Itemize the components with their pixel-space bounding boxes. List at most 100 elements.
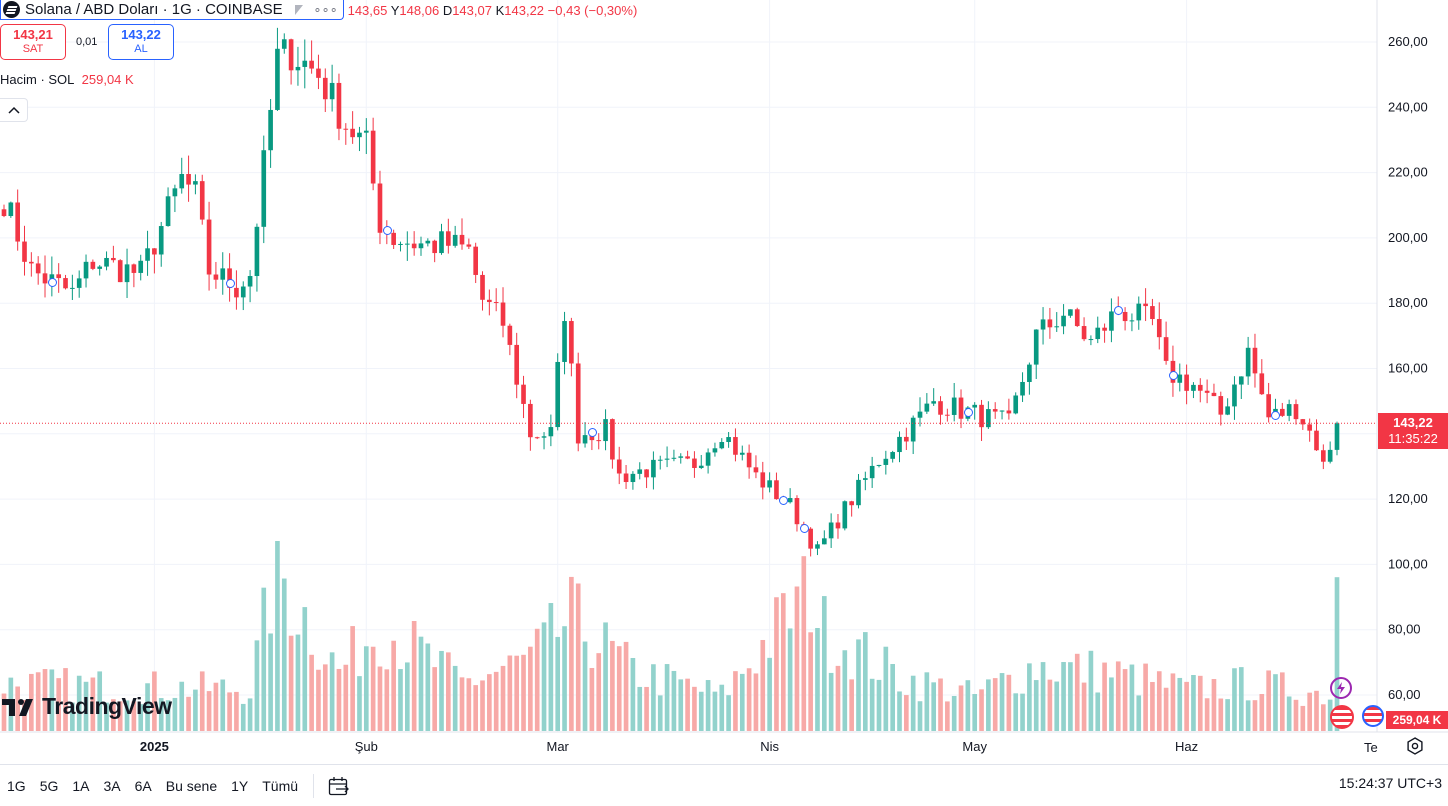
candle-body [726, 437, 731, 443]
more-options-button[interactable]: ∘∘∘ [313, 1, 338, 17]
candle-body [835, 522, 841, 529]
symbol-selector[interactable]: Solana / ABD Doları · 1G · COINBASE ∘∘∘ [0, 0, 344, 20]
candle-body [951, 397, 957, 415]
dividend-event-icon[interactable] [1114, 305, 1124, 315]
volume-bar [562, 626, 567, 731]
volume-bar [1211, 679, 1217, 731]
candle-body [678, 456, 684, 458]
volume-bar [945, 701, 950, 731]
price-axis[interactable]: 60,0080,00100,00120,00140,00160,00180,00… [1388, 34, 1428, 702]
range-1a[interactable]: 1A [72, 777, 90, 794]
tradingview-logo[interactable]: TradingView [2, 693, 172, 720]
candle-body [507, 325, 513, 345]
dividend-event-icon[interactable] [799, 524, 809, 534]
range-1g[interactable]: 1G [7, 777, 26, 794]
volume-bar [1334, 577, 1340, 731]
range-5g[interactable]: 5G [39, 777, 59, 794]
candle-body [1252, 347, 1258, 374]
candle-body [487, 299, 492, 303]
us-flag-event-icon-2[interactable] [1362, 705, 1384, 727]
settings-gear-icon[interactable] [1405, 736, 1425, 756]
range-ytd[interactable]: Bu sene [165, 777, 218, 794]
candle-body [459, 234, 465, 245]
us-flag-event-icon[interactable] [1330, 705, 1354, 729]
dividend-event-icon[interactable] [1271, 411, 1281, 421]
volume-legend[interactable]: Hacim · SOL 259,04 K [0, 72, 134, 87]
dividend-event-icon[interactable] [382, 225, 392, 235]
volume-bar [1115, 661, 1121, 731]
volume-bar [1273, 674, 1278, 731]
volume-bar [910, 675, 916, 731]
volume-bar [1307, 692, 1312, 731]
candle-body [1307, 424, 1312, 431]
volume-bar [1006, 674, 1012, 731]
volume-bar [357, 676, 362, 731]
candle-body [1020, 381, 1025, 396]
candle-body [992, 409, 998, 412]
dividend-event-icon[interactable] [1168, 371, 1178, 381]
volume-bar [384, 669, 390, 731]
volume-bar [869, 678, 875, 731]
volume-bar [206, 691, 212, 731]
volume-bar [76, 675, 82, 731]
sell-label: SAT [22, 43, 44, 55]
volume-bar [432, 667, 437, 731]
volume-bar [616, 646, 622, 731]
dividend-event-icon[interactable] [963, 408, 973, 418]
candle-body [234, 287, 239, 298]
volume-bar [856, 639, 861, 731]
volume-bar [1061, 662, 1066, 731]
range-1y[interactable]: 1Y [231, 777, 249, 794]
buy-button[interactable]: 143,22 AL [108, 24, 174, 60]
dividend-event-icon[interactable] [225, 278, 235, 288]
volume-legend-value: 259,04 K [81, 72, 134, 87]
candle-body [931, 401, 937, 404]
price-tick-label: 240,00 [1388, 99, 1428, 114]
volume-bar [316, 669, 321, 731]
candle-body [357, 132, 362, 138]
candle-body [240, 286, 246, 298]
range-3a[interactable]: 3A [103, 777, 121, 794]
sell-button[interactable]: 143,21 SAT [0, 24, 66, 60]
price-tick-label: 100,00 [1388, 556, 1428, 571]
candle-body [904, 436, 909, 442]
candle-body [1327, 449, 1333, 462]
volume-bar [719, 684, 725, 731]
candle-body [432, 240, 437, 254]
volume-bar [418, 636, 424, 731]
candle-body [104, 257, 109, 267]
grid [0, 0, 1377, 732]
candle-body [1232, 384, 1237, 407]
candle-body [165, 196, 171, 227]
volume-bar [644, 686, 649, 731]
sell-price: 143,21 [13, 27, 53, 42]
candle-body [1225, 406, 1230, 415]
candle-body [1033, 329, 1039, 365]
volume-bar [712, 691, 718, 731]
candle-body [1122, 311, 1128, 322]
hide-icon[interactable] [288, 1, 310, 19]
volume-bar [42, 669, 48, 731]
timezone-clock[interactable]: 15:24:37 UTC+3 [1338, 775, 1442, 791]
dividend-event-icon[interactable] [779, 495, 789, 505]
candle-body [370, 130, 376, 184]
candle-body [111, 257, 116, 261]
dividend-event-icon[interactable] [47, 277, 57, 287]
volume-bar [1204, 698, 1210, 731]
volume-bar [49, 669, 55, 731]
volume-bar [603, 622, 608, 731]
time-axis[interactable]: 2025 Şub Mar Nis May Haz [140, 739, 1198, 754]
candle-body [986, 409, 991, 428]
volume-bar [664, 664, 670, 731]
range-6a[interactable]: 6A [134, 777, 152, 794]
calendar-goto-date-icon[interactable] [328, 776, 350, 796]
collapse-legend-button[interactable] [0, 98, 28, 122]
dividend-event-icon[interactable] [587, 428, 597, 438]
volume-bar [534, 628, 540, 731]
volume-bar [275, 541, 280, 731]
open-value: 143,65 [347, 2, 388, 18]
lightning-event-icon[interactable] [1330, 677, 1352, 699]
range-all[interactable]: Tümü [262, 777, 299, 794]
candle-body [56, 274, 62, 279]
